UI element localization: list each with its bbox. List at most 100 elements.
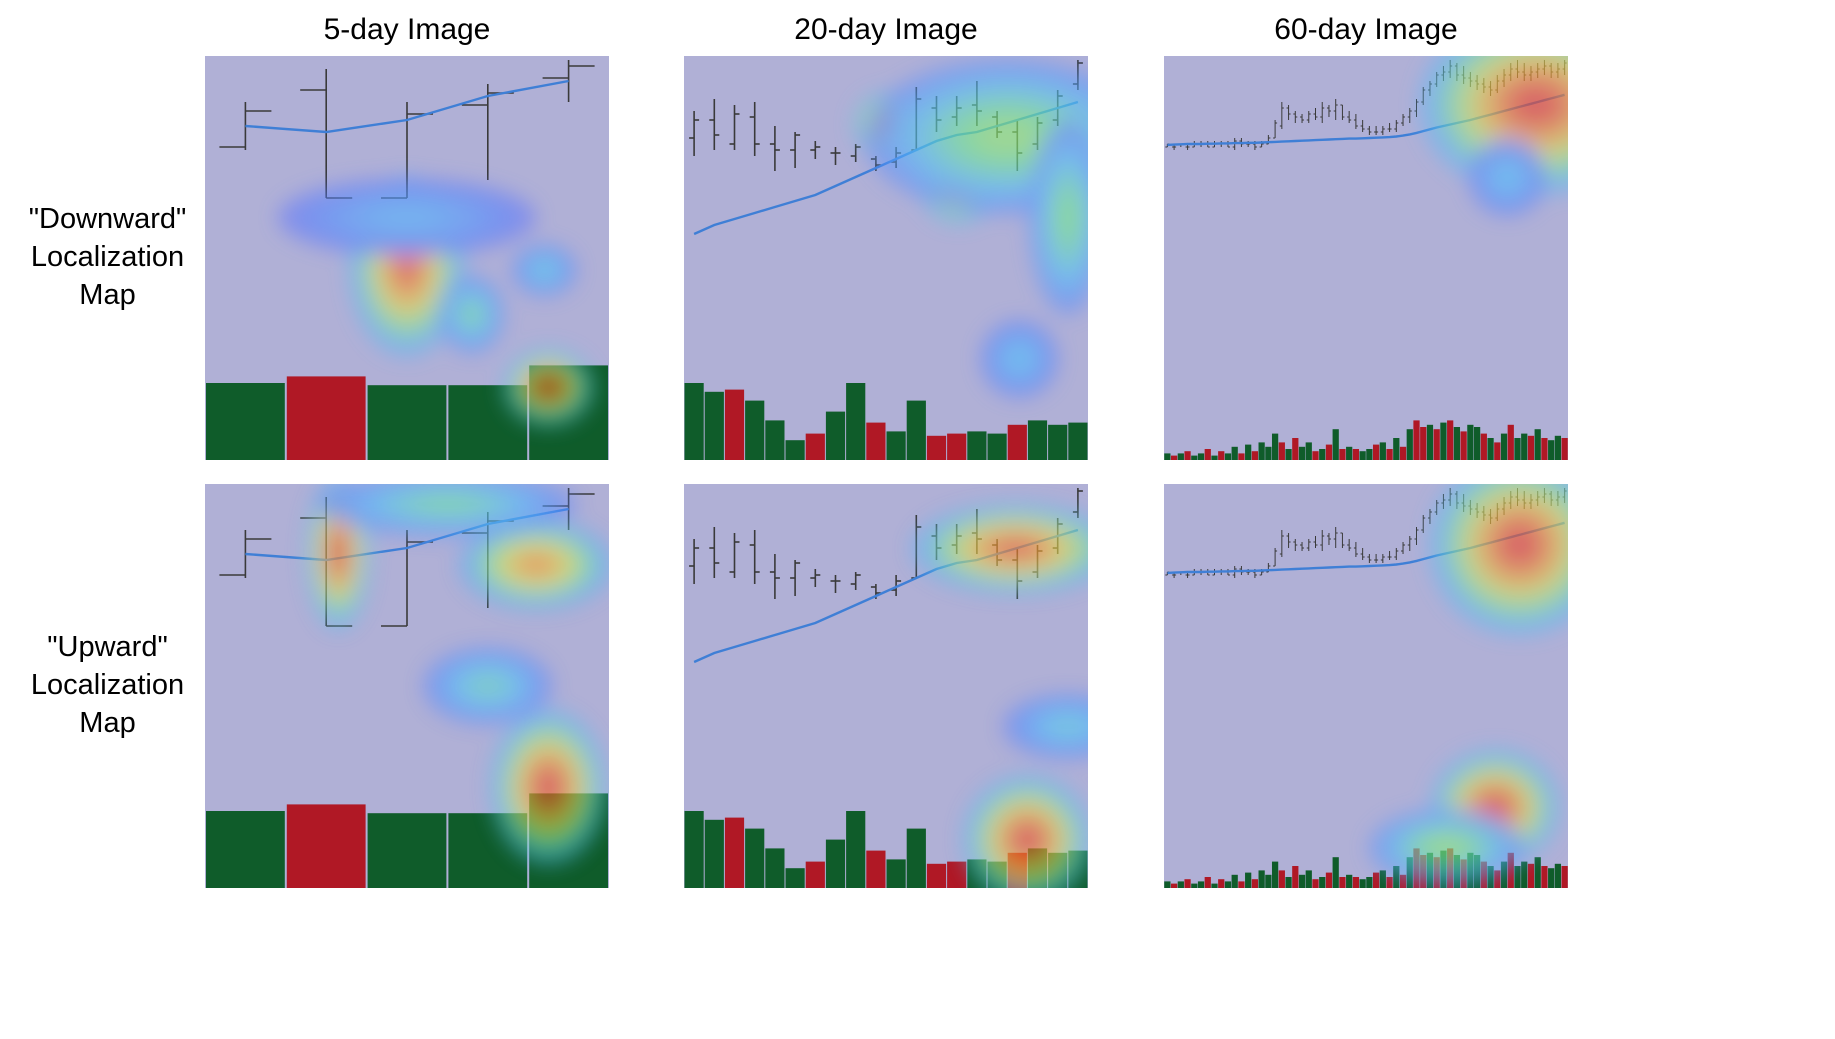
ohlc-bar	[1340, 532, 1345, 548]
ohlc-bar	[1367, 554, 1372, 563]
row-label-line: "Upward"	[47, 631, 168, 663]
ohlc-bar	[1273, 548, 1278, 567]
ohlc-bar	[1300, 542, 1305, 551]
volume-bar	[1177, 453, 1184, 460]
volume-bar	[1346, 874, 1353, 888]
volume-bar	[1218, 451, 1225, 460]
volume-bar	[1386, 877, 1393, 888]
volume-bar	[1218, 879, 1225, 888]
volume-bar	[1426, 424, 1434, 460]
map-panel-downward-20-day	[684, 56, 1088, 460]
volume-bar	[704, 819, 724, 888]
volume-bar	[1245, 872, 1252, 888]
volume-bar	[785, 440, 805, 460]
volume-bar	[1170, 883, 1178, 888]
ohlc-bar	[850, 572, 861, 590]
volume-bar	[1319, 449, 1326, 460]
volume-bar	[906, 400, 926, 460]
localization-heatmap	[911, 503, 1088, 888]
ohlc-bar	[1300, 114, 1305, 123]
volume-bar	[684, 811, 704, 888]
stock-chart-svg	[205, 56, 609, 460]
volume-bar	[1554, 435, 1562, 460]
volume-bar	[846, 811, 866, 888]
ohlc-bar	[1421, 515, 1426, 533]
ohlc-bar	[810, 569, 821, 587]
volume-bar	[1265, 446, 1272, 460]
volume-bar	[1231, 874, 1238, 888]
volume-bar	[1177, 881, 1184, 888]
ohlc-bar	[1374, 554, 1379, 563]
moving-average-line	[245, 79, 569, 134]
ohlc-bar	[1380, 126, 1385, 135]
ohlc-bar	[830, 575, 841, 593]
volume-bar	[1191, 883, 1198, 888]
volume-bar	[1292, 866, 1299, 888]
volume-bar	[1352, 449, 1360, 460]
ohlc-bar	[1401, 114, 1406, 126]
volume-bar	[1352, 877, 1360, 888]
ohlc-bar	[830, 147, 841, 165]
volume-bar	[866, 422, 886, 460]
volume-bar	[367, 385, 447, 460]
ohlc-bar	[790, 132, 801, 168]
ohlc-bar	[1407, 536, 1412, 551]
volume-bar	[1298, 874, 1306, 888]
volume-bar	[825, 839, 846, 888]
volume-bar	[745, 828, 765, 888]
volume-bar	[947, 861, 967, 888]
volume-bar	[1278, 442, 1285, 460]
volume-bar	[1184, 451, 1191, 460]
ohlc-bar	[1286, 533, 1291, 548]
ohlc-bar	[1333, 527, 1338, 548]
volume-bar	[926, 863, 947, 888]
ohlc-bar	[729, 105, 740, 150]
ohlc-bar	[709, 527, 720, 578]
volume-bar	[1271, 433, 1279, 460]
volume-bar	[1285, 449, 1292, 460]
volume-bar	[286, 804, 366, 888]
volume-bar	[1433, 429, 1440, 460]
volume-bar	[367, 813, 447, 888]
volume-bar	[1554, 863, 1562, 888]
volume-bar	[1258, 870, 1265, 888]
ohlc-bar	[1387, 551, 1392, 560]
map-panel-downward-60-day	[1164, 56, 1568, 460]
column-title-20-day: 20-day Image	[794, 13, 978, 46]
volume-bar	[1245, 444, 1252, 460]
volume-bar	[1238, 881, 1245, 888]
ohlc-bar	[1313, 108, 1318, 120]
volume-bar	[1420, 427, 1427, 460]
volume-bar	[886, 859, 906, 888]
volume-bar	[926, 435, 947, 460]
volume-bar	[1500, 433, 1508, 460]
volume-bar	[1204, 877, 1211, 888]
volume-bar	[1197, 881, 1205, 888]
volume-bar	[1487, 438, 1494, 460]
volume-bar	[206, 811, 285, 888]
volume-bar	[1494, 442, 1501, 460]
column-title-60-day: 60-day Image	[1274, 13, 1458, 46]
volume-bar	[886, 431, 906, 460]
volume-bar	[1453, 427, 1461, 460]
volume-bar	[1278, 870, 1285, 888]
map-panel-upward-60-day	[1164, 484, 1568, 888]
volume-bar	[1319, 877, 1326, 888]
volume-bar	[1413, 420, 1420, 460]
ohlc-bar	[1360, 120, 1365, 132]
ohlc-bar	[1427, 509, 1432, 524]
volume-bar	[947, 433, 967, 460]
volume-bar	[1191, 455, 1198, 460]
volume-bar	[785, 868, 805, 888]
volume-bar	[1346, 446, 1353, 460]
stock-chart-svg	[1164, 484, 1568, 888]
volume-bar	[1534, 857, 1541, 888]
ohlc-bar	[1313, 536, 1318, 548]
volume-bar	[1339, 877, 1346, 888]
volume-bar	[805, 433, 825, 460]
ohlc-bar	[1340, 104, 1345, 120]
volume-bar	[825, 411, 846, 460]
volume-bar	[1514, 866, 1521, 888]
ohlc-bar	[1347, 111, 1352, 123]
volume-bar	[1238, 453, 1245, 460]
